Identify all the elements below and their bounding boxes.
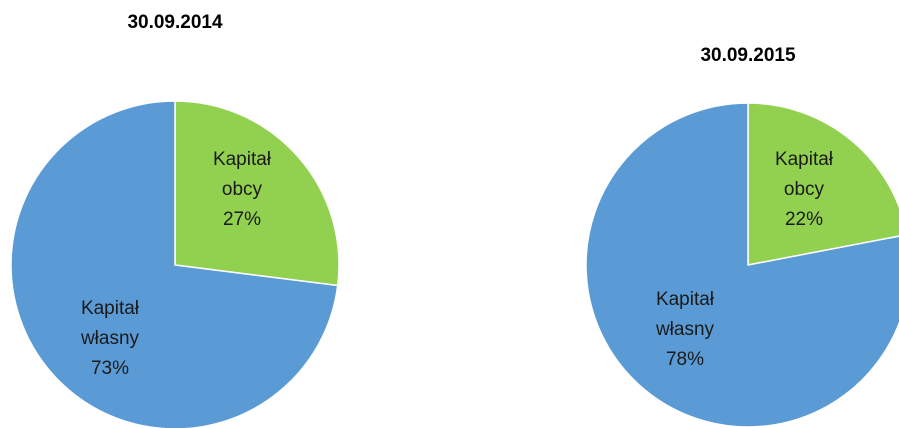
pie-slice-wlasny-1	[585, 102, 899, 428]
slice-label-line: Kapitał	[775, 149, 834, 170]
slice-label-line: 73%	[91, 358, 129, 379]
chart-title-2014: 30.09.2014	[127, 12, 223, 33]
slice-label-wlasny-0: Kapitał własny 73%	[80, 298, 140, 379]
slice-label-line: własny	[655, 319, 715, 340]
chart-title-2015: 30.09.2015	[700, 45, 796, 66]
pie-slice-wlasny-0	[10, 100, 339, 428]
slice-label-line: własny	[80, 328, 140, 349]
slice-label-line: Kapitał	[656, 289, 715, 310]
slice-label-line: Kapitał	[213, 149, 272, 170]
slice-label-line: Kapitał	[81, 298, 140, 319]
slice-label-line: 27%	[223, 209, 261, 230]
pie-chart-2015: 30.09.2015 Kapitał obcy 22% Kapitał własny 78…	[585, 45, 899, 428]
slice-label-line: 22%	[785, 209, 823, 230]
slice-label-line: 78%	[666, 349, 704, 370]
slice-label-obcy-0: Kapitał obcy 27%	[213, 149, 272, 230]
pie-slice-obcy-0	[174, 100, 340, 287]
slice-label-obcy-1: Kapitał obcy 22%	[775, 149, 834, 230]
slice-label-wlasny-1: Kapitał własny 78%	[655, 289, 715, 370]
slice-label-line: obcy	[222, 179, 263, 200]
slice-label-line: obcy	[784, 179, 825, 200]
pie-chart-2014: 30.09.2014 Kapitał obcy 27% Kapitał własny 73…	[10, 12, 340, 428]
pie-slice-obcy-1	[747, 102, 899, 266]
